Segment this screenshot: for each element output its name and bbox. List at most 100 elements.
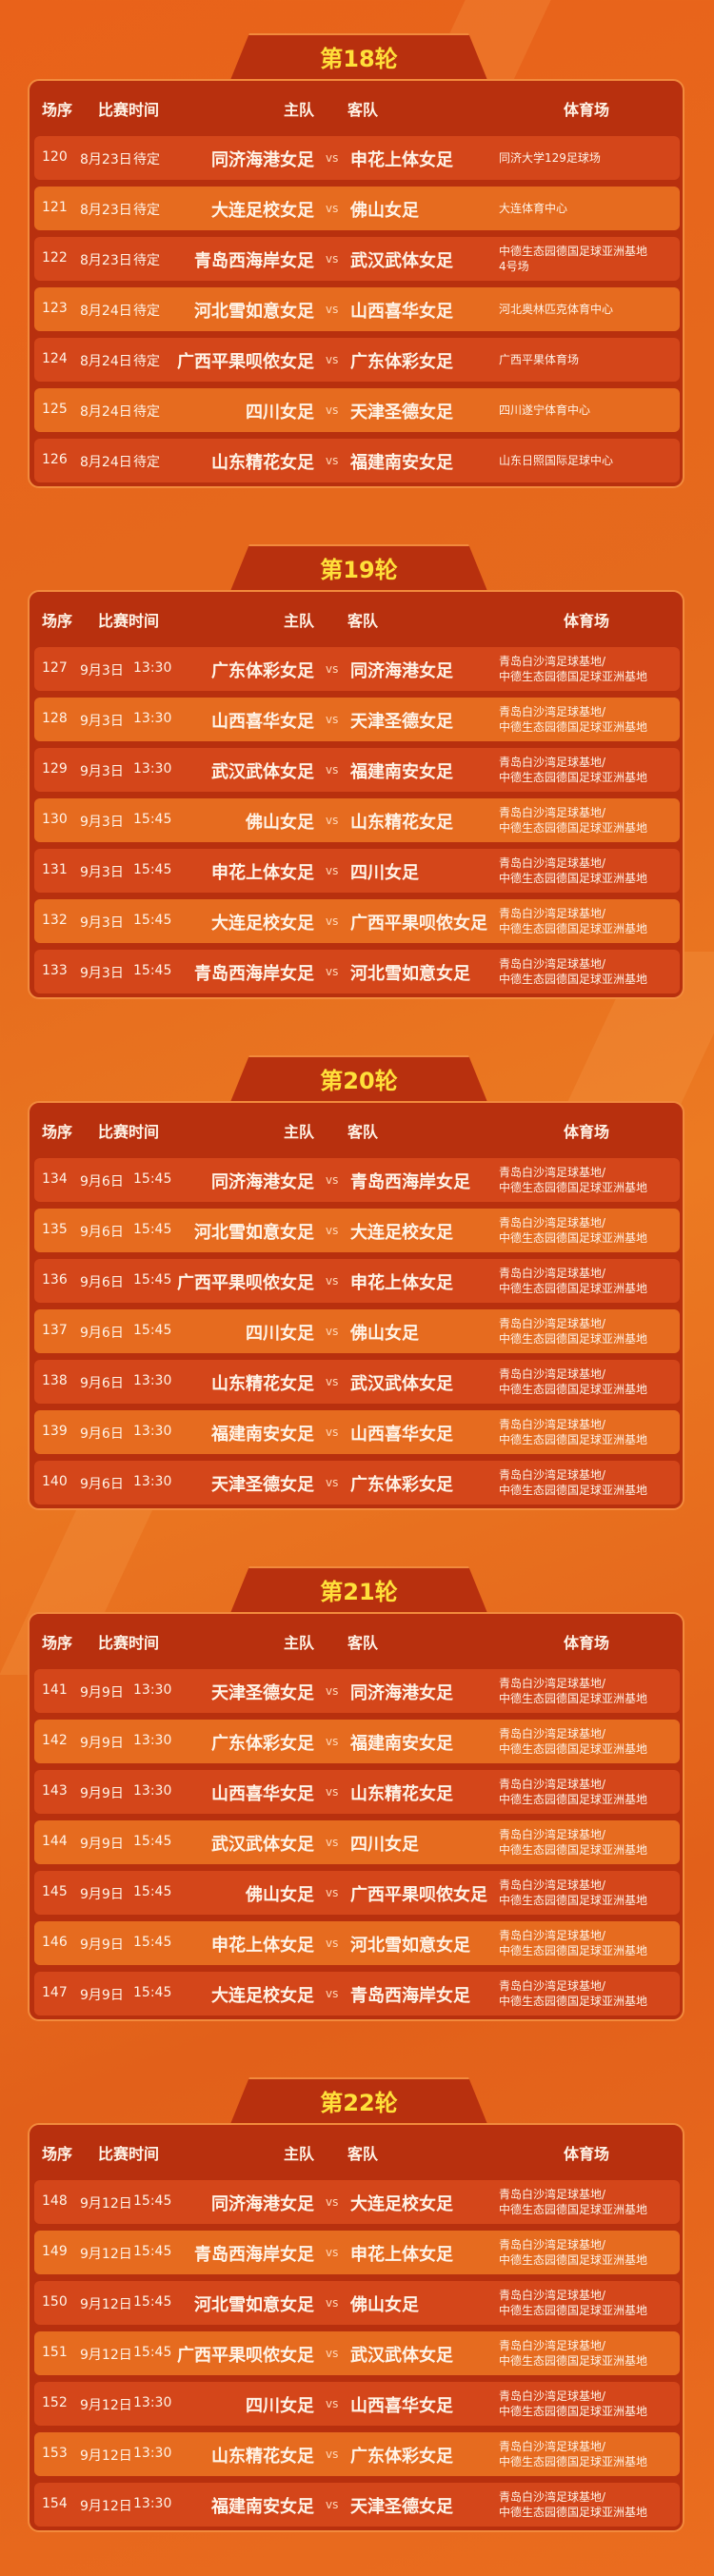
match-row: 138 9月6日 13:30 山东精花女足 vs 武汉武体女足 青岛白沙湾足球基… — [34, 1360, 680, 1404]
match-row: 151 9月12日 15:45 广西平果呗侬女足 vs 武汉武体女足 青岛白沙湾… — [34, 2331, 680, 2375]
match-date: 9月6日 — [80, 1426, 124, 1442]
match-time: 待定 — [133, 152, 160, 167]
vs-label: vs — [326, 1937, 339, 1950]
match-time: 13:30 — [133, 1474, 172, 1489]
venue: 青岛白沙湾足球基地/ 中德生态园德国足球亚洲基地 — [499, 2238, 648, 2267]
match-row: 150 9月12日 15:45 河北雪如意女足 vs 佛山女足 青岛白沙湾足球基… — [34, 2281, 680, 2325]
match-row: 149 9月12日 15:45 青岛西海岸女足 vs 申花上体女足 青岛白沙湾足… — [34, 2231, 680, 2274]
header-home: 主队 — [284, 101, 315, 119]
match-time: 15:45 — [133, 2244, 172, 2259]
away-team: 天津圣德女足 — [350, 2497, 453, 2517]
header-home: 主队 — [284, 612, 315, 630]
vs-label: vs — [326, 202, 339, 215]
match-date: 9月12日 — [80, 2348, 132, 2363]
away-team: 福建南安女足 — [350, 453, 453, 473]
match-time: 待定 — [133, 304, 160, 319]
match-time: 13:30 — [133, 1373, 172, 1388]
round-title: 第20轮 — [320, 1068, 398, 1094]
away-team: 天津圣德女足 — [350, 403, 453, 423]
match-time: 13:30 — [133, 2496, 172, 2511]
match-row: 125 8月24日 待定 四川女足 vs 天津圣德女足 四川遂宁体育中心 — [34, 388, 680, 432]
match-row: 133 9月3日 15:45 青岛西海岸女足 vs 河北雪如意女足 青岛白沙湾足… — [34, 950, 680, 993]
header-home: 主队 — [284, 2145, 315, 2163]
match-number: 137 — [42, 1323, 68, 1338]
match-row: 132 9月3日 15:45 大连足校女足 vs 广西平果呗侬女足 青岛白沙湾足… — [34, 899, 680, 943]
match-row: 123 8月24日 待定 河北雪如意女足 vs 山西喜华女足 河北奥林匹克体育中… — [34, 287, 680, 331]
header-no: 场序 — [42, 1634, 73, 1652]
away-team: 福建南安女足 — [350, 1734, 453, 1754]
match-number: 146 — [42, 1935, 68, 1950]
match-date: 9月12日 — [80, 2297, 132, 2312]
match-number: 140 — [42, 1474, 68, 1489]
vs-label: vs — [326, 303, 339, 316]
home-team: 福建南安女足 — [211, 2497, 314, 2517]
match-time: 13:30 — [133, 2395, 172, 2410]
home-team: 河北雪如意女足 — [194, 1223, 314, 1243]
match-row: 143 9月9日 13:30 山西喜华女足 vs 山东精花女足 青岛白沙湾足球基… — [34, 1770, 680, 1814]
match-number: 123 — [42, 301, 68, 316]
match-date: 9月6日 — [80, 1225, 124, 1240]
match-date: 9月3日 — [80, 714, 124, 729]
vs-label: vs — [326, 1325, 339, 1338]
home-team: 佛山女足 — [246, 1885, 314, 1905]
vs-label: vs — [326, 2246, 339, 2259]
venue: 青岛白沙湾足球基地/ 中德生态园德国足球亚洲基地 — [499, 705, 648, 734]
venue: 青岛白沙湾足球基地/ 中德生态园德国足球亚洲基地 — [499, 907, 648, 935]
match-date: 9月3日 — [80, 815, 124, 830]
match-date: 9月3日 — [80, 663, 124, 678]
match-row: 135 9月6日 15:45 河北雪如意女足 vs 大连足校女足 青岛白沙湾足球… — [34, 1209, 680, 1252]
home-team: 天津圣德女足 — [211, 1683, 314, 1703]
venue: 青岛白沙湾足球基地/ 中德生态园德国足球亚洲基地 — [499, 1216, 648, 1245]
match-date: 8月23日 — [80, 152, 132, 167]
match-number: 126 — [42, 452, 68, 467]
home-team: 广东体彩女足 — [211, 1734, 314, 1754]
venue: 青岛白沙湾足球基地/ 中德生态园德国足球亚洲基地 — [499, 1828, 648, 1857]
venue: 青岛白沙湾足球基地/ 中德生态园德国足球亚洲基地 — [499, 1468, 648, 1497]
home-team: 申花上体女足 — [211, 1936, 314, 1956]
away-team: 青岛西海岸女足 — [350, 1172, 470, 1192]
match-date: 9月12日 — [80, 2448, 132, 2464]
match-date: 9月9日 — [80, 1786, 124, 1801]
home-team: 同济海港女足 — [211, 150, 314, 170]
header-no: 场序 — [42, 101, 73, 119]
venue: 青岛白沙湾足球基地/ 中德生态园德国足球亚洲基地 — [499, 2389, 648, 2418]
match-number: 135 — [42, 1222, 68, 1237]
match-date: 9月3日 — [80, 915, 124, 931]
home-team: 佛山女足 — [246, 813, 314, 833]
match-row: 120 8月23日 待定 同济海港女足 vs 申花上体女足 同济大学129足球场 — [34, 136, 680, 180]
home-team: 同济海港女足 — [211, 2194, 314, 2214]
home-team: 大连足校女足 — [211, 1986, 314, 2006]
header-away: 客队 — [347, 612, 379, 630]
venue: 青岛白沙湾足球基地/ 中德生态园德国足球亚洲基地 — [499, 1929, 648, 1957]
match-date: 9月3日 — [80, 966, 124, 981]
round-section: 第18轮 场序 比赛时间 主队 客队 体育场 120 8月23日 待定 同济海港… — [0, 0, 714, 511]
header-no: 场序 — [42, 1123, 73, 1141]
vs-label: vs — [326, 662, 339, 676]
away-team: 佛山女足 — [350, 1324, 419, 1344]
venue: 青岛白沙湾足球基地/ 中德生态园德国足球亚洲基地 — [499, 1778, 648, 1806]
round-title: 第18轮 — [320, 46, 398, 72]
match-row: 142 9月9日 13:30 广东体彩女足 vs 福建南安女足 青岛白沙湾足球基… — [34, 1720, 680, 1763]
header-time: 比赛时间 — [98, 2145, 160, 2163]
match-time: 15:45 — [133, 2193, 172, 2209]
match-date: 9月9日 — [80, 1685, 124, 1701]
away-team: 广东体彩女足 — [350, 2447, 453, 2467]
match-row: 137 9月6日 15:45 四川女足 vs 佛山女足 青岛白沙湾足球基地/ 中… — [34, 1309, 680, 1353]
match-row: 145 9月9日 15:45 佛山女足 vs 广西平果呗侬女足 青岛白沙湾足球基… — [34, 1871, 680, 1915]
vs-label: vs — [326, 2296, 339, 2310]
home-team: 武汉武体女足 — [211, 762, 314, 782]
home-team: 河北雪如意女足 — [194, 2295, 314, 2315]
match-time: 13:30 — [133, 660, 172, 676]
match-number: 152 — [42, 2395, 68, 2410]
match-date: 9月6日 — [80, 1174, 124, 1190]
match-time: 待定 — [133, 203, 160, 218]
header-venue: 体育场 — [564, 1634, 610, 1652]
match-number: 151 — [42, 2345, 68, 2360]
home-team: 山东精花女足 — [211, 453, 314, 473]
match-number: 129 — [42, 761, 68, 777]
header-venue: 体育场 — [564, 101, 610, 119]
match-row: 127 9月3日 13:30 广东体彩女足 vs 同济海港女足 青岛白沙湾足球基… — [34, 647, 680, 691]
match-date: 9月9日 — [80, 1736, 124, 1751]
venue: 山东日照国际足球中心 — [499, 454, 614, 467]
vs-label: vs — [326, 1173, 339, 1187]
